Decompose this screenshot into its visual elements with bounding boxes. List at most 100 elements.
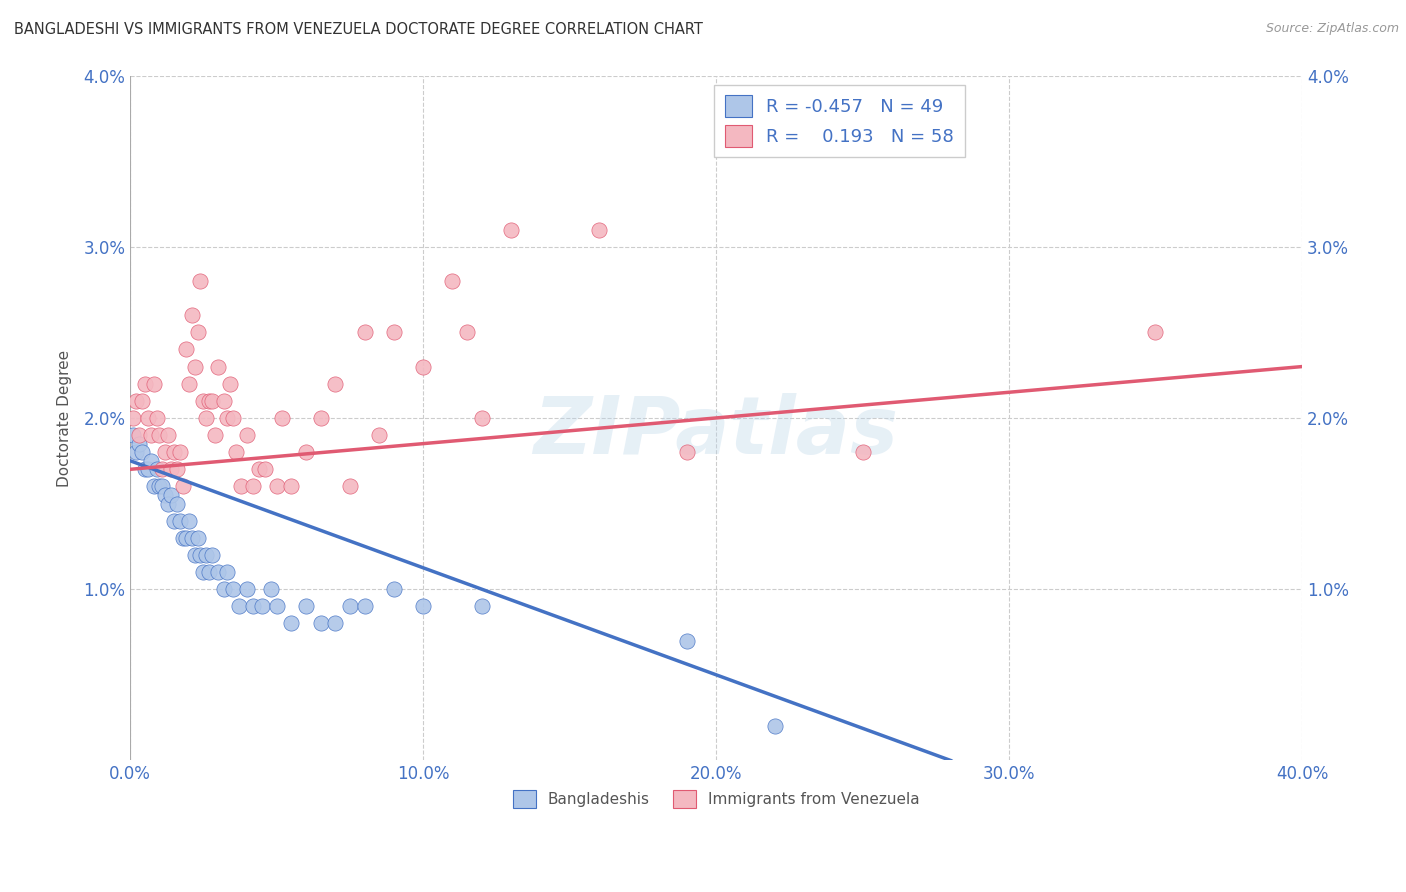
- Point: [122, 428, 145, 442]
- Point: [339, 479, 361, 493]
- Point: [295, 599, 318, 614]
- Point: [201, 548, 224, 562]
- Point: [253, 462, 276, 476]
- Point: [157, 497, 180, 511]
- Legend: Bangladeshis, Immigrants from Venezuela: Bangladeshis, Immigrants from Venezuela: [506, 783, 925, 814]
- Point: [471, 411, 494, 425]
- Point: [148, 428, 170, 442]
- Point: [131, 445, 153, 459]
- Point: [172, 531, 194, 545]
- Point: [218, 376, 240, 391]
- Point: [441, 274, 464, 288]
- Point: [212, 582, 235, 597]
- Point: [382, 582, 405, 597]
- Point: [166, 462, 188, 476]
- Point: [280, 616, 302, 631]
- Text: ZIPatlas: ZIPatlas: [533, 392, 898, 471]
- Point: [353, 599, 375, 614]
- Point: [250, 599, 273, 614]
- Point: [225, 445, 247, 459]
- Point: [207, 359, 229, 374]
- Point: [131, 393, 153, 408]
- Point: [412, 359, 434, 374]
- Point: [266, 479, 288, 493]
- Point: [155, 445, 177, 459]
- Point: [169, 445, 191, 459]
- Point: [247, 462, 270, 476]
- Point: [242, 599, 264, 614]
- Point: [412, 599, 434, 614]
- Point: [295, 445, 318, 459]
- Point: [150, 479, 173, 493]
- Point: [228, 599, 250, 614]
- Point: [851, 445, 873, 459]
- Point: [190, 274, 212, 288]
- Point: [353, 326, 375, 340]
- Point: [125, 445, 148, 459]
- Point: [323, 616, 346, 631]
- Text: BANGLADESHI VS IMMIGRANTS FROM VENEZUELA DOCTORATE DEGREE CORRELATION CHART: BANGLADESHI VS IMMIGRANTS FROM VENEZUELA…: [14, 22, 703, 37]
- Point: [186, 326, 208, 340]
- Point: [163, 445, 186, 459]
- Point: [242, 479, 264, 493]
- Point: [215, 565, 238, 579]
- Point: [266, 599, 288, 614]
- Point: [193, 393, 215, 408]
- Point: [166, 497, 188, 511]
- Point: [260, 582, 283, 597]
- Point: [174, 531, 197, 545]
- Point: [190, 548, 212, 562]
- Point: [212, 393, 235, 408]
- Point: [160, 488, 183, 502]
- Point: [160, 462, 183, 476]
- Point: [174, 343, 197, 357]
- Point: [139, 454, 162, 468]
- Point: [198, 565, 221, 579]
- Point: [309, 411, 332, 425]
- Point: [221, 411, 243, 425]
- Point: [183, 548, 205, 562]
- Point: [145, 411, 167, 425]
- Point: [155, 488, 177, 502]
- Point: [309, 616, 332, 631]
- Point: [180, 531, 202, 545]
- Point: [499, 222, 522, 236]
- Point: [180, 308, 202, 322]
- Point: [763, 719, 786, 733]
- Point: [139, 428, 162, 442]
- Point: [198, 393, 221, 408]
- Point: [142, 479, 165, 493]
- Point: [136, 462, 159, 476]
- Point: [382, 326, 405, 340]
- Point: [195, 411, 218, 425]
- Point: [204, 428, 226, 442]
- Point: [193, 565, 215, 579]
- Point: [471, 599, 494, 614]
- Point: [675, 633, 697, 648]
- Point: [456, 326, 478, 340]
- Point: [339, 599, 361, 614]
- Point: [150, 462, 173, 476]
- Point: [177, 376, 200, 391]
- Point: [195, 548, 218, 562]
- Point: [136, 411, 159, 425]
- Point: [183, 359, 205, 374]
- Text: Source: ZipAtlas.com: Source: ZipAtlas.com: [1265, 22, 1399, 36]
- Point: [236, 582, 259, 597]
- Point: [169, 514, 191, 528]
- Point: [172, 479, 194, 493]
- Point: [201, 393, 224, 408]
- Point: [231, 479, 253, 493]
- Point: [177, 514, 200, 528]
- Point: [142, 376, 165, 391]
- Point: [122, 411, 145, 425]
- Point: [368, 428, 391, 442]
- Point: [163, 514, 186, 528]
- Point: [1144, 326, 1167, 340]
- Point: [186, 531, 208, 545]
- Point: [280, 479, 302, 493]
- Point: [207, 565, 229, 579]
- Point: [128, 436, 150, 450]
- Point: [128, 428, 150, 442]
- Point: [271, 411, 294, 425]
